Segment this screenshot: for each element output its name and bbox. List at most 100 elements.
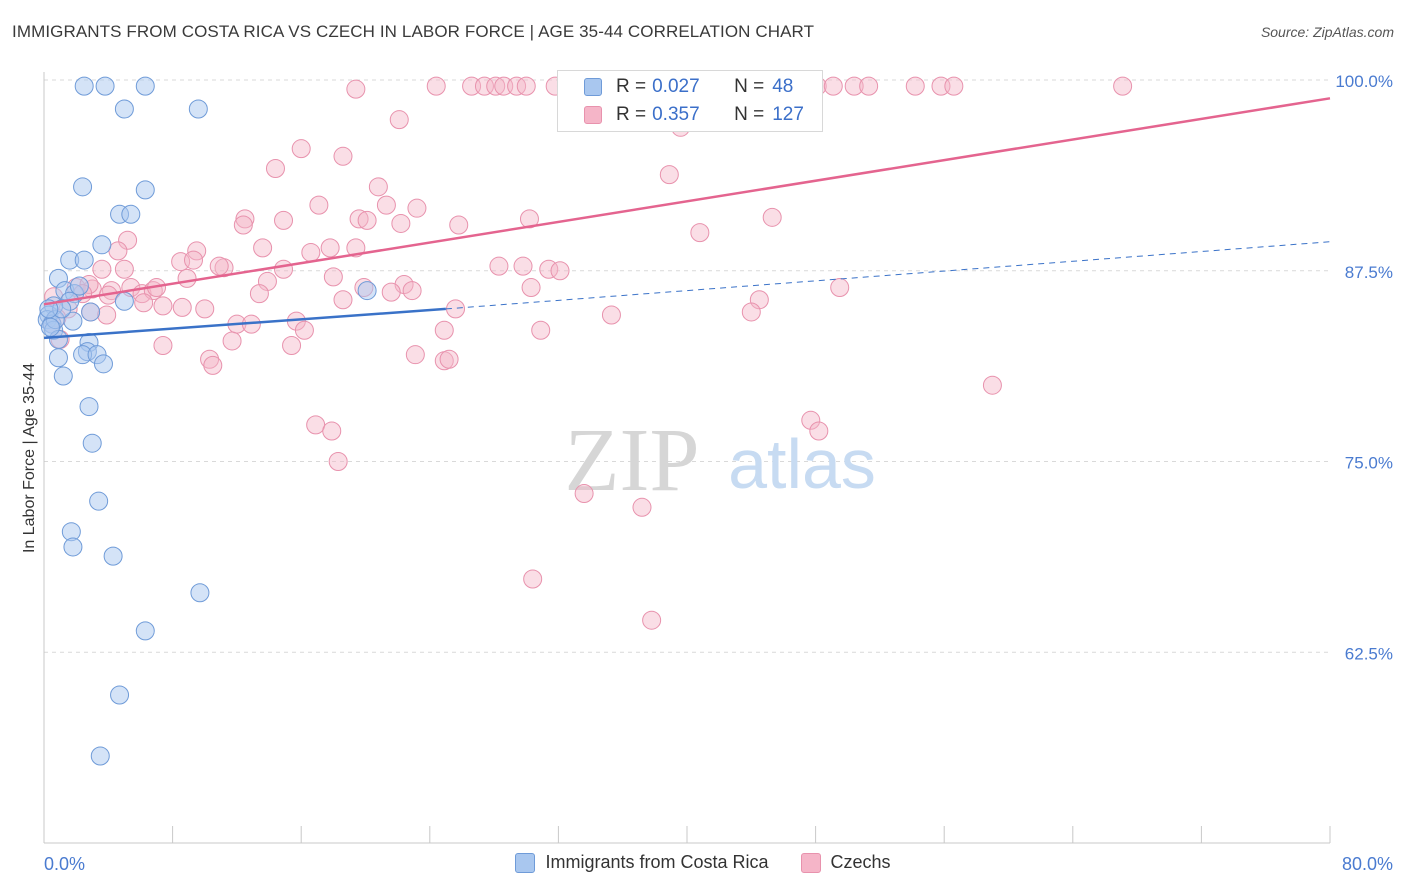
czechs-point [507,76,527,96]
axes [43,72,1331,844]
costa-rica-point [92,235,112,255]
czechs-point [153,296,173,316]
costa-rica-point [103,546,123,566]
x-tick-label: 80.0% [1342,854,1393,874]
costa-rica-point [135,76,155,96]
czechs-point [346,79,366,99]
stats-swatch-pink [584,106,602,124]
watermark-atlas: atlas [728,425,876,503]
czechs-point [741,302,761,322]
czechs-point [322,421,342,441]
legend-label: Immigrants from Costa Rica [545,852,769,872]
czechs-point [944,76,964,96]
czechs-point [381,282,401,302]
costa-rica-point [90,746,110,766]
czechs-point [328,452,348,471]
czechs-point [809,421,829,441]
legend: Immigrants from Costa Rica Czechs [0,852,1406,873]
czechs-point [823,76,843,96]
czechs-point [982,375,1002,395]
czechs-point [274,210,294,230]
czechs-point [92,259,112,279]
costa-rica-point [82,433,102,453]
costa-rica-point [89,491,109,511]
costa-rica-point [79,397,99,417]
czechs-point [531,320,551,340]
czechs-trend-line [43,97,1331,306]
czechs-point [357,210,377,230]
stats-r-label: R = [616,104,647,125]
czechs-point [844,76,864,96]
czechs-point [632,497,652,517]
czechs-point [294,320,314,340]
trend-lines [43,97,1331,340]
czechs-point [320,238,340,258]
grid [44,79,1330,653]
costa-rica-point [135,180,155,200]
czechs-point [516,76,536,96]
czechs-point [368,177,388,197]
costa-rica-point [135,621,155,641]
czechs-point [114,259,134,279]
costa-rica-point [40,317,60,337]
stats-swatch-blue [584,78,602,96]
costa-rica-point [121,204,141,224]
costa-rica-point [81,302,101,322]
legend-item-costa-rica[interactable]: Immigrants from Costa Rica [515,852,769,873]
czechs-point [389,110,409,130]
stats-n-label: N = [734,104,765,125]
stats-r-value: 0.357 [652,104,700,125]
costa-rica-point [73,177,93,197]
czechs-point [195,299,215,319]
stats-row-costa-rica: R = 0.027 N = 48 [558,73,793,101]
costa-rica-point [63,537,83,557]
czechs-point [405,345,425,365]
czechs-point [830,278,850,298]
costa-rica-point [53,366,73,386]
watermark: ZIP atlas [565,411,876,510]
czechs-points [42,76,1133,630]
costa-rica-point [357,281,377,301]
czechs-point [801,410,821,430]
costa-rica-point [74,76,94,96]
czechs-point [282,336,302,356]
costa-rica-point [114,99,134,119]
czechs-point [134,293,154,313]
czechs-point [905,76,925,96]
stats-box: R = 0.027 N = 48 R = 0.357 N = 127 [557,70,823,132]
czechs-point [253,238,273,258]
czechs-point [306,415,326,435]
costa-rica-point [190,583,210,603]
czechs-point [333,146,353,166]
y-tick-label: 87.5% [1345,263,1393,282]
tick-labels: 62.5% 75.0% 87.5% 100.0% 0.0% 80.0% [44,72,1393,874]
czechs-point [301,242,321,262]
costa-rica-point [93,354,113,374]
chart-title: IMMIGRANTS FROM COSTA RICA VS CZECH IN L… [12,22,815,41]
czechs-point [550,261,570,281]
czechs-point [233,215,253,235]
czechs-point [659,165,679,185]
czechs-point [203,355,223,375]
y-tick-label: 75.0% [1345,454,1393,473]
costa-rica-point [188,99,208,119]
czechs-point [391,213,411,233]
czechs-point [489,256,509,276]
stats-r-label: R = [616,76,647,97]
stats-n-value: 48 [772,76,794,97]
czechs-point [859,76,879,96]
czechs-point [513,256,533,276]
czechs-point [1113,76,1133,96]
costa-rica-points [37,76,377,766]
legend-item-czechs[interactable]: Czechs [800,852,891,873]
stats-n-label: N = [734,76,765,97]
czechs-point [108,241,128,261]
czechs-point [449,215,469,235]
watermark-zip: ZIP [565,411,700,510]
czechs-point [642,610,662,630]
czechs-point [407,198,427,218]
stats-n-value: 127 [772,104,804,125]
czechs-point [519,209,539,229]
czechs-point [200,349,220,369]
